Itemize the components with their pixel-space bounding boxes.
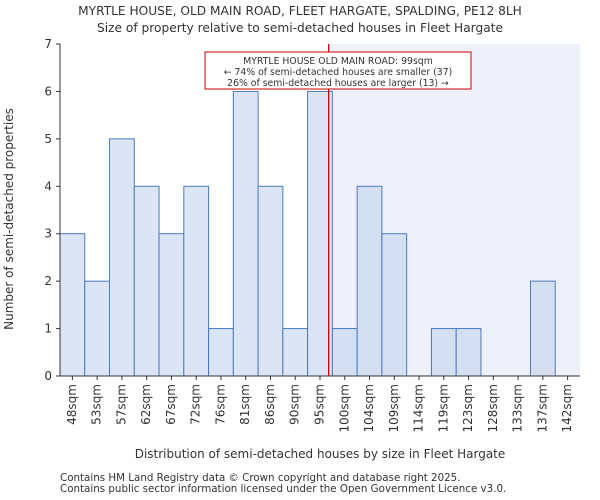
bar bbox=[331, 328, 358, 377]
x-tick-label: 104sqm bbox=[362, 384, 376, 432]
footer-line-1: Contains HM Land Registry data © Crown c… bbox=[60, 472, 461, 484]
x-tick-label: 76sqm bbox=[213, 384, 227, 425]
bar bbox=[133, 185, 160, 377]
annotation-line-3: 26% of semi-detached houses are larger (… bbox=[227, 78, 449, 89]
bar bbox=[430, 328, 457, 377]
footer-line-2: Contains public sector information licen… bbox=[60, 483, 507, 495]
y-tick-label: 7 bbox=[44, 37, 52, 51]
footer: Contains HM Land Registry data © Crown c… bbox=[60, 473, 506, 495]
x-tick-label: 119sqm bbox=[436, 384, 450, 432]
bar bbox=[455, 328, 482, 377]
x-tick-label: 72sqm bbox=[189, 384, 203, 425]
annotation-line-1: MYRTLE HOUSE OLD MAIN ROAD: 99sqm bbox=[243, 56, 433, 67]
x-tick-label: 137sqm bbox=[535, 384, 549, 432]
x-tick-label: 48sqm bbox=[65, 384, 79, 425]
x-tick-label: 114sqm bbox=[412, 384, 426, 432]
x-tick-label: 81sqm bbox=[238, 384, 252, 425]
y-tick-label: 3 bbox=[44, 227, 52, 241]
x-tick-label: 53sqm bbox=[90, 384, 104, 425]
y-tick-label: 5 bbox=[44, 132, 52, 146]
bar bbox=[84, 280, 111, 377]
y-tick-label: 6 bbox=[44, 84, 52, 98]
bar bbox=[257, 185, 284, 377]
bar bbox=[232, 90, 259, 377]
x-tick-label: 67sqm bbox=[164, 384, 178, 425]
y-tick-label: 4 bbox=[44, 179, 52, 193]
bar bbox=[208, 328, 234, 377]
x-tick-label: 133sqm bbox=[511, 384, 525, 432]
x-tick-label: 62sqm bbox=[139, 384, 153, 425]
x-tick-label: 123sqm bbox=[461, 384, 475, 432]
chart-subtitle: Size of property relative to semi-detach… bbox=[97, 21, 503, 35]
y-axis: 0 1 2 3 4 5 6 7 bbox=[44, 37, 61, 383]
bar bbox=[282, 328, 309, 377]
x-tick-label: 57sqm bbox=[114, 384, 128, 425]
bar-series bbox=[59, 90, 556, 377]
chart-title: MYRTLE HOUSE, OLD MAIN ROAD, FLEET HARGA… bbox=[78, 4, 522, 18]
bar bbox=[59, 233, 86, 377]
bar bbox=[381, 233, 408, 377]
y-axis-label: Number of semi-detached properties bbox=[2, 108, 16, 330]
bar bbox=[158, 233, 185, 377]
y-tick-label: 0 bbox=[44, 369, 52, 383]
bar bbox=[529, 280, 556, 377]
annotation-box: MYRTLE HOUSE OLD MAIN ROAD: 99sqm ← 74% … bbox=[204, 51, 472, 90]
x-tick-label: 95sqm bbox=[313, 384, 327, 425]
x-tick-label: 142sqm bbox=[560, 384, 574, 432]
x-tick-label: 100sqm bbox=[337, 384, 351, 432]
y-tick-label: 1 bbox=[44, 322, 52, 336]
annotation-line-2: ← 74% of semi-detached houses are smalle… bbox=[224, 67, 453, 78]
y-tick-label: 2 bbox=[44, 274, 52, 288]
bar bbox=[183, 185, 210, 377]
bar bbox=[356, 185, 383, 377]
x-axis: 48sqm 53sqm 57sqm 62sqm 67sqm 72sqm 76sqm 81sqm… bbox=[60, 375, 580, 432]
x-tick-label: 128sqm bbox=[486, 384, 500, 432]
x-tick-label: 109sqm bbox=[387, 384, 401, 432]
chart-title-block: MYRTLE HOUSE, OLD MAIN ROAD, FLEET HARGA… bbox=[0, 3, 600, 37]
x-tick-label: 86sqm bbox=[263, 384, 277, 425]
x-axis-label: Distribution of semi-detached houses by … bbox=[135, 447, 506, 461]
bar bbox=[109, 138, 135, 377]
x-tick-label: 90sqm bbox=[288, 384, 302, 425]
